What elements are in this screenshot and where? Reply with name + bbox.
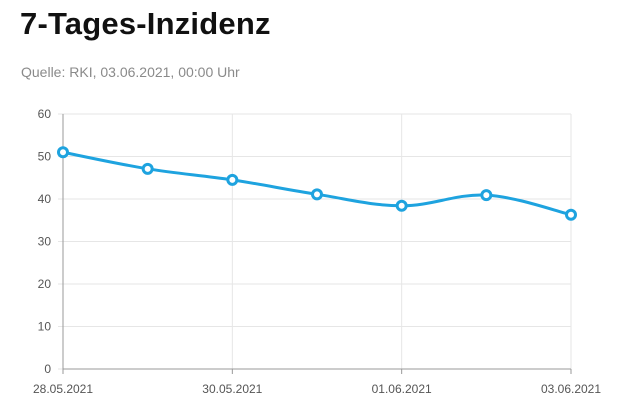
chart-title: 7-Tages-Inzidenz bbox=[20, 6, 271, 41]
data-point bbox=[57, 146, 69, 159]
series bbox=[57, 146, 577, 221]
y-tick-label: 30 bbox=[38, 235, 52, 249]
x-tick-label: 03.06.2021 bbox=[541, 382, 601, 396]
data-point bbox=[395, 199, 408, 212]
data-point bbox=[565, 208, 577, 221]
y-tick-label: 0 bbox=[44, 362, 51, 376]
x-tick-label: 30.05.2021 bbox=[202, 382, 262, 396]
y-tick-label: 10 bbox=[38, 320, 52, 334]
x-tick-label: 28.05.2021 bbox=[33, 382, 93, 396]
chart-source: Quelle: RKI, 03.06.2021, 00:00 Uhr bbox=[21, 64, 240, 80]
x-tick-label: 01.06.2021 bbox=[372, 382, 432, 396]
y-tick-label: 40 bbox=[38, 192, 52, 206]
y-tick-label: 60 bbox=[38, 107, 52, 121]
series-line bbox=[61, 150, 573, 217]
data-point bbox=[141, 162, 154, 175]
data-point bbox=[226, 173, 239, 186]
grid bbox=[62, 113, 572, 369]
data-point bbox=[480, 189, 493, 202]
y-tick-label: 50 bbox=[38, 150, 52, 164]
y-tick-label: 20 bbox=[38, 277, 52, 291]
data-point bbox=[311, 188, 323, 201]
axes: 0 10 20 30 40 50 60 28.05.2021 30.05.2021 01.06.2… bbox=[33, 107, 601, 396]
